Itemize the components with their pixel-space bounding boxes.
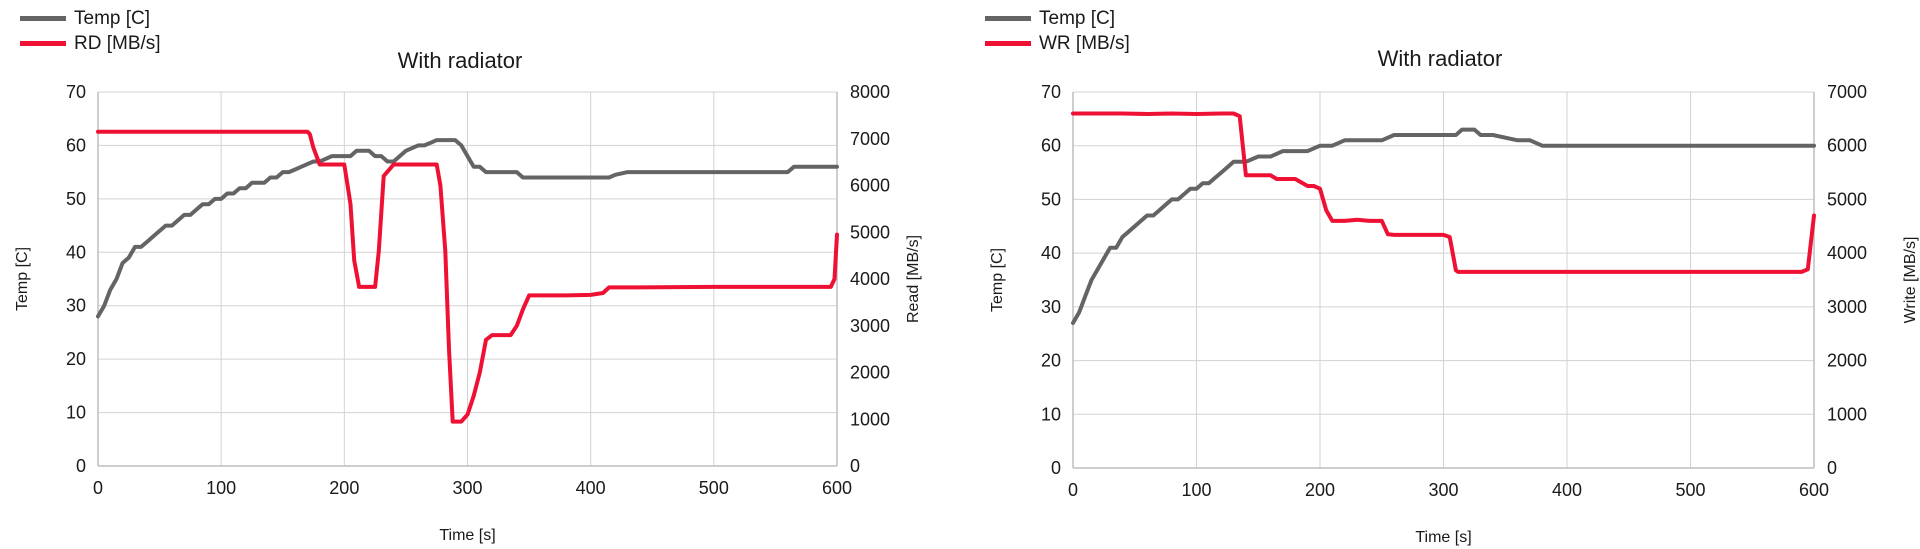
x-tick-label: 300	[452, 478, 482, 498]
y-tick-label: 50	[66, 189, 86, 209]
legend: Temp [C] RD [MB/s]	[20, 6, 161, 56]
y2-tick-label: 0	[1827, 458, 1837, 478]
legend-item-write: WR [MB/s]	[985, 31, 1130, 56]
temp-series-line	[96, 138, 839, 319]
x-tick-label: 300	[1428, 480, 1458, 500]
y2-tick-label: 8000	[850, 82, 890, 102]
legend-label-write: WR [MB/s]	[1039, 33, 1130, 54]
temp-series-line	[1071, 127, 1816, 325]
x-tick-label: 500	[699, 478, 729, 498]
x-tick-label: 0	[93, 478, 103, 498]
legend: Temp [C] WR [MB/s]	[985, 6, 1130, 56]
y-tick-label: 60	[1041, 136, 1061, 156]
y-tick-label: 30	[66, 296, 86, 316]
y2-tick-label: 3000	[1827, 297, 1867, 317]
y2-tick-label: 2000	[850, 363, 890, 383]
y-tick-label: 10	[1041, 404, 1061, 424]
write-chart-panel: Temp [C] WR [MB/s] 0 100 200 300 400 500 600 0 1…	[985, 0, 1920, 549]
chart-title: With radiator	[398, 48, 523, 73]
y2-tick-label: 7000	[1827, 82, 1867, 102]
y-tick-label: 0	[1051, 458, 1061, 478]
x-tick-label: 500	[1675, 480, 1705, 500]
legend-label-read: RD [MB/s]	[74, 33, 161, 54]
x-tick-label: 400	[576, 478, 606, 498]
temp-swatch	[20, 16, 66, 21]
y2-tick-label: 4000	[850, 269, 890, 289]
y-tick-label: 50	[1041, 189, 1061, 209]
rate-series-line	[1071, 111, 1816, 274]
read-chart-panel: Temp [C] RD [MB/s] 0 100 200 300 400 500 600 0 1…	[14, 0, 922, 549]
y-tick-label: 20	[66, 349, 86, 369]
x-tick-label: 100	[1181, 480, 1211, 500]
y2-tick-label: 4000	[1827, 243, 1867, 263]
x-tick-label: 0	[1068, 480, 1078, 500]
chart-title: With radiator	[1378, 46, 1503, 71]
x-tick-label: 400	[1552, 480, 1582, 500]
y-tick-label: 20	[1041, 351, 1061, 371]
y-tick-label: 10	[66, 403, 86, 423]
x-tick-label: 200	[1305, 480, 1335, 500]
y-tick-label: 40	[66, 242, 86, 262]
y2-tick-label: 2000	[1827, 351, 1867, 371]
y2-tick-label: 6000	[1827, 136, 1867, 156]
legend-item-temp: Temp [C]	[20, 6, 161, 31]
y-tick-label: 70	[66, 82, 86, 102]
y2-tick-label: 0	[850, 456, 860, 476]
y2-tick-label: 1000	[1827, 404, 1867, 424]
read-chart: 0 100 200 300 400 500 600010203040506070010002…	[14, 48, 922, 544]
y2-tick-label: 5000	[1827, 189, 1867, 209]
y-tick-label: 30	[1041, 297, 1061, 317]
read-swatch	[20, 41, 66, 46]
y2-tick-label: 5000	[850, 222, 890, 242]
y2-tick-label: 6000	[850, 176, 890, 196]
write-chart: 0 100 200 300 400 500 600010203040506070010002…	[989, 46, 1919, 546]
temp-swatch	[985, 16, 1031, 21]
y-axis-label: Temp [C]	[14, 247, 31, 311]
y2-tick-label: 3000	[850, 316, 890, 336]
x-axis-label: Time [s]	[1415, 529, 1471, 546]
y-tick-label: 40	[1041, 243, 1061, 263]
y2-axis-label: Write [MB/s]	[1902, 237, 1919, 324]
y2-axis-label: Read [MB/s]	[905, 235, 922, 323]
y-tick-label: 0	[76, 456, 86, 476]
rate-series-line	[96, 129, 839, 424]
legend-label-temp: Temp [C]	[74, 8, 151, 29]
legend-item-read: RD [MB/s]	[20, 31, 161, 56]
y-tick-label: 60	[66, 135, 86, 155]
x-tick-label: 600	[822, 478, 852, 498]
x-axis-label: Time [s]	[439, 527, 495, 544]
y-axis-label: Temp [C]	[989, 248, 1006, 312]
y2-tick-label: 1000	[850, 409, 890, 429]
y-tick-label: 70	[1041, 82, 1061, 102]
legend-item-temp: Temp [C]	[985, 6, 1130, 31]
legend-label-temp: Temp [C]	[1039, 8, 1116, 29]
x-tick-label: 100	[206, 478, 236, 498]
write-swatch	[985, 41, 1031, 46]
x-tick-label: 200	[329, 478, 359, 498]
x-tick-label: 600	[1799, 480, 1829, 500]
y2-tick-label: 7000	[850, 129, 890, 149]
